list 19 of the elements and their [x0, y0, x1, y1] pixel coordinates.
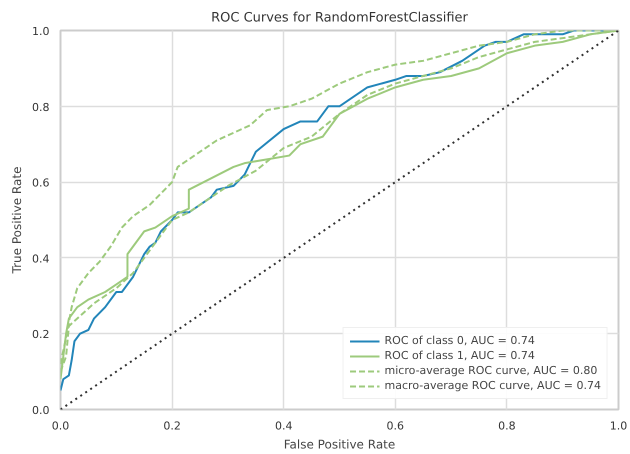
x-axis-title: False Positive Rate [284, 438, 396, 452]
chart-title: ROC Curves for RandomForestClassifier [211, 10, 469, 26]
legend-label: macro-average ROC curve, AUC = 0.74 [384, 379, 601, 392]
x-tick-label: 0.4 [274, 420, 292, 432]
y-tick-label: 0.6 [32, 176, 50, 190]
x-tick-label: 0.8 [498, 420, 516, 432]
legend-label: micro-average ROC curve, AUC = 0.80 [384, 364, 598, 377]
y-axis-title: True Positive Rate [10, 166, 24, 274]
x-tick-label: 0.6 [386, 420, 404, 432]
y-tick-label: 0.2 [32, 328, 50, 342]
x-tick-label: 0.2 [163, 420, 181, 432]
x-tick-label: 1.0 [610, 420, 628, 432]
y-tick-label: 0.0 [32, 404, 50, 417]
y-tick-label: 0.4 [32, 252, 50, 266]
x-tick-label: 0.0 [52, 420, 70, 432]
legend-label: ROC of class 0, AUC = 0.74 [384, 334, 535, 347]
y-tick-label: 0.8 [32, 100, 50, 114]
y-tick-label: 1.0 [32, 25, 50, 38]
legend-label: ROC of class 1, AUC = 0.74 [384, 349, 535, 362]
